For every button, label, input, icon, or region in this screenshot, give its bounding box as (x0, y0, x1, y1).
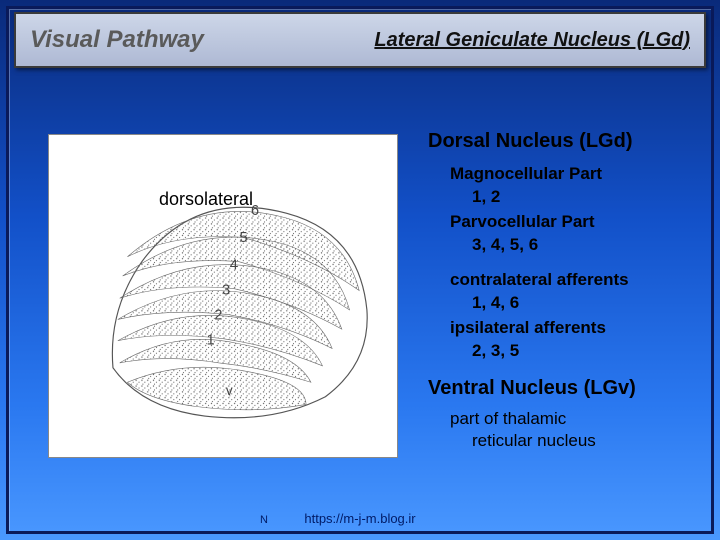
contra-head: contralateral afferents (450, 269, 694, 292)
layer-num-5: 5 (239, 230, 247, 246)
layer-num-2: 2 (214, 307, 222, 323)
magno-head: Magnocellular Part (450, 163, 694, 186)
cell-parts-group: Magnocellular Part 1, 2 Parvocellular Pa… (428, 163, 694, 257)
magno-vals: 1, 2 (472, 186, 694, 209)
header-bar: Visual Pathway Lateral Geniculate Nucleu… (14, 12, 706, 68)
ventral-desc: part of thalamic reticular nucleus (450, 408, 694, 454)
right-text-column: Dorsal Nucleus (LGd) Magnocellular Part … (428, 128, 694, 455)
ventral-desc-line2: reticular nucleus (472, 430, 694, 453)
header-left-title: Visual Pathway (30, 26, 374, 54)
ventral-desc-line1: part of thalamic (450, 408, 694, 431)
parvo-vals: 3, 4, 5, 6 (472, 234, 694, 257)
layer-num-1: 1 (207, 333, 215, 349)
afferents-group: contralateral afferents 1, 4, 6 ipsilate… (428, 269, 694, 363)
footer-n: N (260, 514, 268, 526)
ipsi-head: ipsilateral afferents (450, 317, 694, 340)
lgn-svg: 6 5 4 3 2 1 v (59, 165, 389, 445)
layer-num-6: 6 (251, 203, 259, 219)
layer-num-3: 3 (222, 282, 230, 298)
content-area: dorsolateral 6 5 4 3 2 1 v (14, 86, 706, 528)
header-right-title: Lateral Geniculate Nucleus (LGd) (374, 29, 690, 52)
contra-vals: 1, 4, 6 (472, 292, 694, 315)
layer-num-4: 4 (230, 257, 238, 273)
region-label-v: v (226, 383, 233, 398)
lgn-diagram-box: dorsolateral 6 5 4 3 2 1 v (48, 134, 398, 458)
parvo-head: Parvocellular Part (450, 211, 694, 234)
ipsi-vals: 2, 3, 5 (472, 340, 694, 363)
footer-url: https://m-j-m.blog.ir (304, 511, 415, 526)
ventral-title: Ventral Nucleus (LGv) (428, 375, 694, 402)
dorsal-title: Dorsal Nucleus (LGd) (428, 128, 694, 155)
